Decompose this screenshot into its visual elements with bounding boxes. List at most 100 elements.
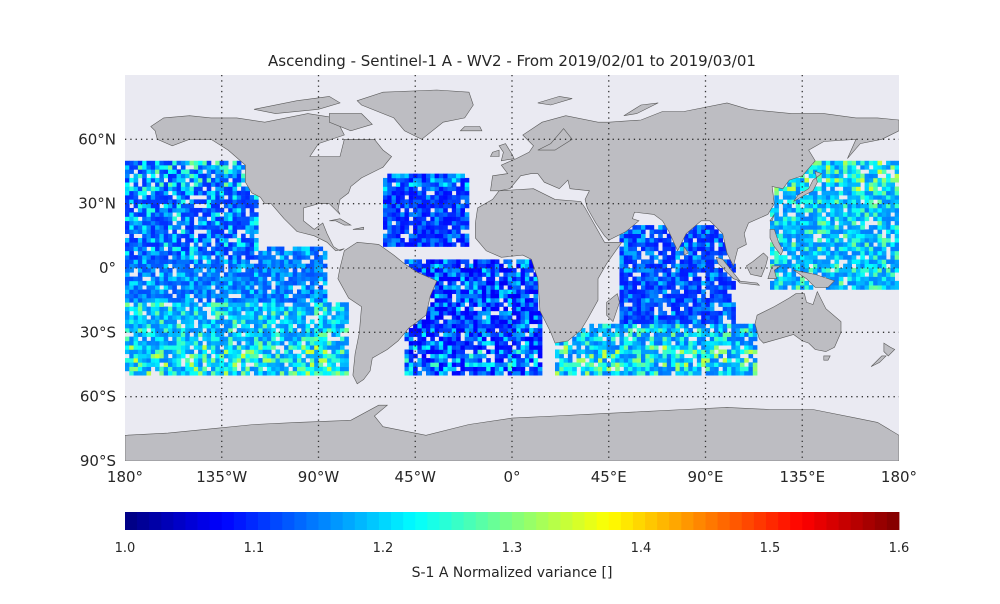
- data-cell: [451, 349, 457, 355]
- data-cell: [623, 362, 629, 367]
- data-cell: [275, 280, 281, 286]
- data-cell: [795, 237, 801, 243]
- data-cell: [318, 285, 324, 290]
- data-cell: [271, 263, 276, 269]
- data-cell: [477, 268, 483, 273]
- colorbar-swatch: [451, 512, 465, 530]
- data-cell: [387, 173, 392, 179]
- data-cell: [632, 306, 637, 312]
- data-cell: [619, 345, 625, 350]
- data-cell: [155, 362, 160, 367]
- data-cell: [847, 233, 852, 239]
- data-cell: [335, 349, 341, 355]
- lon-tick-label: 45°E: [591, 468, 627, 486]
- data-cell: [649, 293, 655, 299]
- data-cell: [309, 276, 315, 282]
- data-cell: [305, 362, 311, 367]
- data-cell: [692, 229, 698, 234]
- data-cell: [176, 225, 182, 230]
- data-cell: [834, 250, 840, 256]
- data-cell: [808, 225, 814, 230]
- data-cell: [176, 268, 182, 273]
- colorbar-swatch: [596, 512, 610, 530]
- data-cell: [266, 268, 272, 273]
- data-cell: [176, 362, 182, 367]
- data-cell: [172, 199, 177, 204]
- data-cell: [219, 276, 225, 282]
- data-cell: [275, 285, 281, 290]
- data-cell: [838, 160, 844, 166]
- data-cell: [688, 358, 693, 363]
- data-cell: [327, 353, 332, 359]
- data-cell: [137, 212, 143, 217]
- data-cell: [438, 306, 444, 312]
- data-cell: [701, 293, 706, 299]
- data-cell: [142, 246, 147, 252]
- data-cell: [877, 220, 883, 226]
- data-cell: [211, 293, 216, 299]
- data-cell: [709, 336, 715, 342]
- data-cell: [696, 370, 702, 376]
- data-cell: [494, 340, 500, 346]
- data-cell: [180, 298, 186, 303]
- data-cell: [241, 285, 246, 290]
- data-cell: [843, 268, 848, 273]
- data-cell: [447, 306, 453, 312]
- data-cell: [142, 190, 147, 196]
- data-cell: [129, 220, 134, 226]
- data-cell: [632, 340, 637, 346]
- data-cell: [232, 207, 238, 213]
- data-cell: [438, 220, 444, 226]
- data-cell: [567, 366, 573, 372]
- data-cell: [451, 358, 457, 363]
- data-cell: [193, 212, 199, 217]
- data-cell: [460, 362, 465, 367]
- colorbar-swatch: [632, 512, 646, 530]
- data-cell: [830, 160, 835, 166]
- data-cell: [245, 190, 250, 196]
- data-cell: [473, 332, 478, 337]
- data-cell: [400, 216, 405, 222]
- data-cell: [125, 280, 130, 286]
- data-cell: [847, 207, 852, 213]
- data-cell: [684, 362, 689, 367]
- data-cell: [180, 242, 186, 247]
- lat-tick-label: 60°N: [78, 130, 116, 148]
- data-cell: [236, 246, 242, 252]
- data-cell: [318, 362, 324, 367]
- data-cell: [632, 276, 637, 282]
- data-cell: [817, 177, 822, 183]
- data-cell: [185, 237, 190, 243]
- data-cell: [417, 195, 422, 200]
- data-cell: [288, 263, 293, 269]
- data-cell: [830, 237, 835, 243]
- data-cell: [413, 182, 418, 187]
- data-cell: [185, 280, 190, 286]
- data-cell: [168, 212, 173, 217]
- data-cell: [223, 323, 229, 329]
- data-cell: [447, 319, 453, 325]
- data-cell: [331, 353, 336, 359]
- data-cell: [318, 349, 324, 355]
- data-cell: [413, 190, 418, 196]
- data-cell: [821, 272, 827, 277]
- data-cell: [211, 246, 216, 252]
- data-cell: [503, 268, 508, 273]
- data-cell: [172, 370, 177, 376]
- data-cell: [679, 336, 685, 342]
- data-cell: [813, 246, 818, 252]
- data-cell: [159, 293, 164, 299]
- data-cell: [778, 285, 784, 290]
- data-cell: [851, 246, 857, 252]
- data-cell: [305, 345, 311, 350]
- data-cell: [180, 328, 186, 333]
- data-cell: [125, 199, 130, 204]
- data-cell: [653, 353, 659, 359]
- colorbar-swatch: [645, 512, 658, 530]
- data-cell: [395, 173, 401, 179]
- data-cell: [671, 246, 676, 252]
- data-cell: [150, 233, 156, 239]
- data-cell: [481, 328, 487, 333]
- data-cell: [877, 160, 883, 166]
- data-cell: [744, 332, 749, 337]
